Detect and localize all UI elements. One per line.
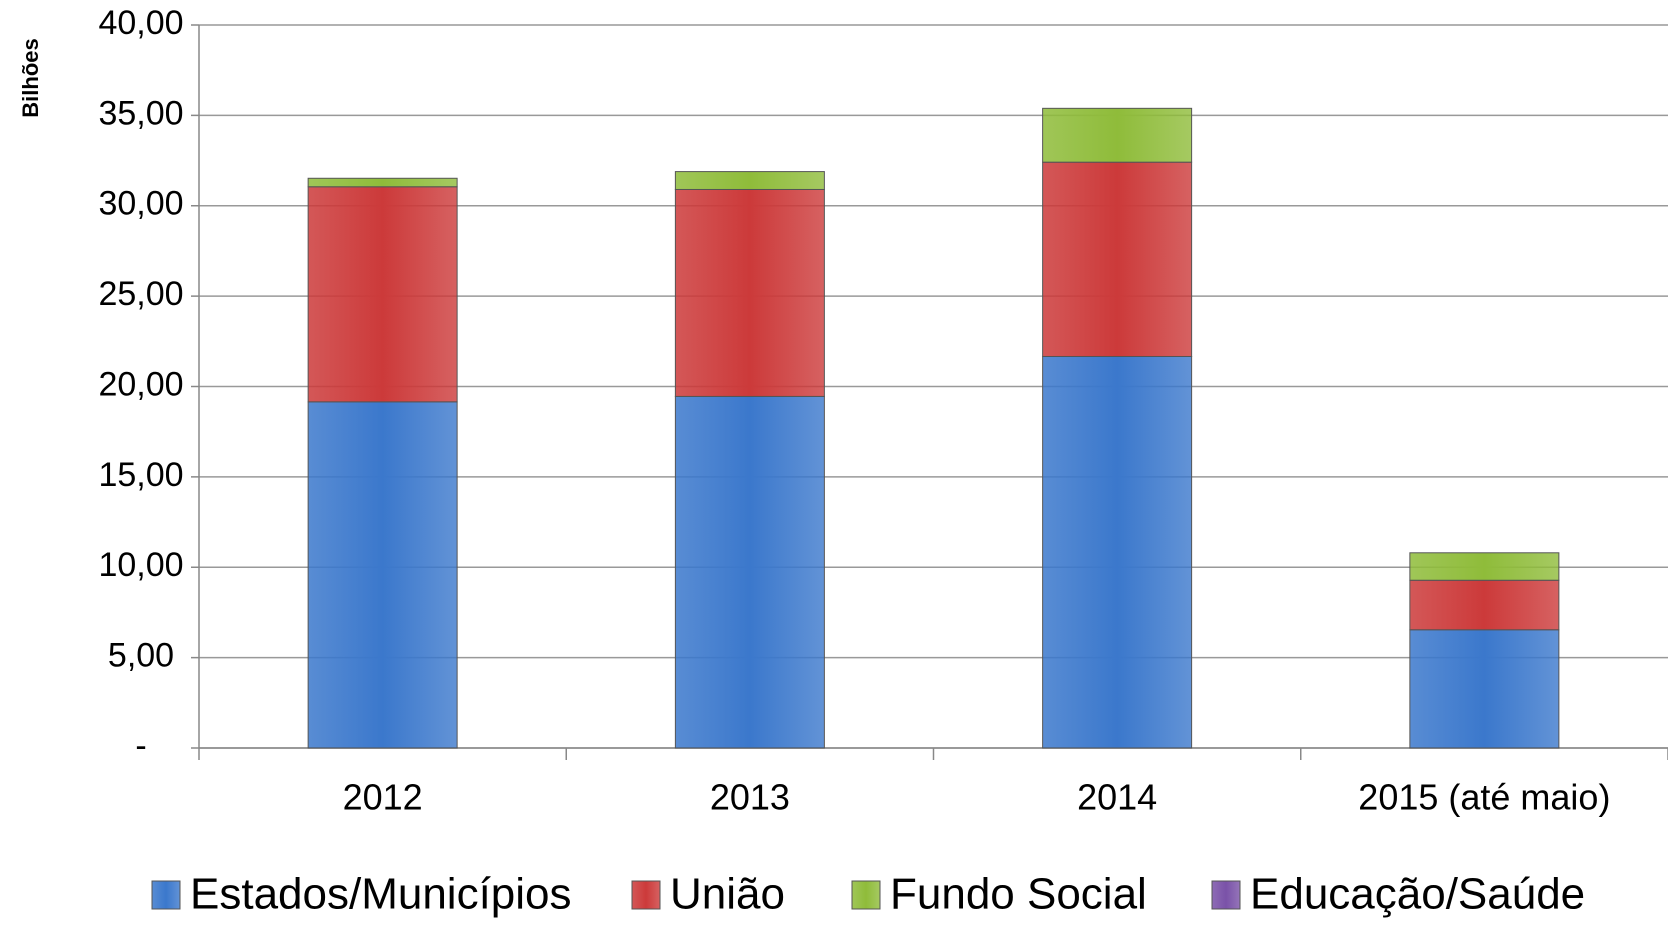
y-tick-label: 10,00: [98, 546, 183, 584]
bar-segment: [1042, 161, 1193, 357]
bar-segment: [674, 188, 825, 397]
y-tick-label: 35,00: [98, 94, 183, 132]
bar-segment: [1042, 355, 1193, 749]
legend-label: Fundo Social: [890, 870, 1147, 919]
legend-swatch: [851, 880, 881, 910]
bar-segment: [307, 177, 458, 188]
bar-segment: [674, 395, 825, 749]
legend-label: Estados/Municípios: [190, 870, 572, 919]
y-tick-label: 40,00: [98, 4, 183, 42]
legend-label: União: [670, 870, 785, 919]
y-tick-label: 25,00: [98, 275, 183, 313]
legend-label: Educação/Saúde: [1250, 870, 1585, 919]
legend-swatch: [151, 880, 181, 910]
legend-swatch: [631, 880, 661, 910]
bar-segment: [1409, 579, 1560, 631]
bar-segment: [307, 401, 458, 749]
bar-segment: [1409, 552, 1560, 581]
y-tick-label: 20,00: [98, 365, 183, 403]
y-tick-label: 5,00: [108, 637, 174, 675]
y-tick-label: 30,00: [98, 185, 183, 223]
bar-segment: [307, 186, 458, 403]
bar-segment: [1409, 629, 1560, 749]
x-tick-label: 2013: [710, 777, 790, 818]
bar-segment: [1042, 107, 1193, 163]
y-tick-label: -: [135, 727, 146, 765]
y-tick-label: 15,00: [98, 456, 183, 494]
y-axis-label: Bilhões: [18, 38, 43, 117]
bar-segment: [674, 171, 825, 190]
x-tick-label: 2012: [343, 777, 423, 818]
x-tick-label: 2014: [1077, 777, 1157, 818]
legend-swatch: [1211, 880, 1241, 910]
x-tick-label: 2015 (até maio): [1358, 777, 1610, 818]
